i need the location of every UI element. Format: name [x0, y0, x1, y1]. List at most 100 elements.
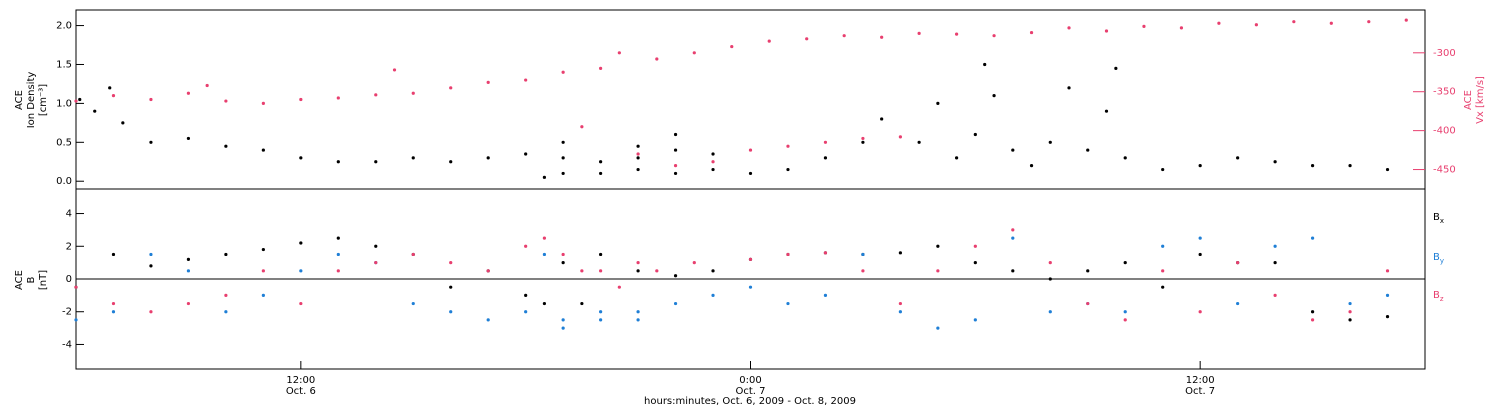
point-ion-density — [673, 148, 678, 152]
point-vx — [449, 86, 453, 90]
x-tick-time-label: 12:00 — [286, 375, 315, 386]
point-by — [599, 318, 603, 322]
point-ion-density — [1048, 140, 1052, 144]
point-bx — [636, 269, 640, 273]
point-ion-density — [561, 140, 565, 144]
point-bz — [1123, 318, 1127, 322]
point-vx — [336, 96, 340, 100]
point-bz — [1385, 269, 1390, 273]
point-ion-density — [224, 144, 228, 148]
point-vx — [1142, 24, 1146, 28]
x-tick-day-label: Oct. 7 — [1185, 386, 1215, 397]
point-by — [74, 318, 78, 322]
point-bx — [1310, 310, 1315, 314]
point-bz — [1161, 269, 1165, 273]
b-label-line1: ACE — [14, 270, 25, 290]
point-vx — [730, 44, 734, 49]
point-vx — [823, 140, 828, 144]
point-by — [711, 293, 715, 297]
point-by — [336, 252, 340, 257]
point-bz — [580, 269, 584, 273]
point-ion-density — [1273, 160, 1277, 164]
top-y-axis-title: ACE Ion Density [cm⁻³] — [14, 72, 49, 129]
point-bz — [636, 261, 640, 265]
point-bz — [973, 244, 977, 248]
point-bx — [561, 261, 565, 265]
point-by — [786, 301, 790, 306]
point-vx — [1404, 18, 1408, 22]
point-bx — [673, 274, 678, 278]
point-vx — [1067, 26, 1071, 30]
point-bz — [374, 261, 378, 265]
point-ion-density — [636, 167, 640, 172]
point-bz — [748, 257, 753, 261]
point-bx — [1198, 252, 1202, 257]
point-bz — [1048, 261, 1052, 265]
point-bx — [580, 301, 584, 306]
point-vx — [1104, 29, 1109, 33]
point-vx — [74, 99, 78, 103]
point-vx — [636, 152, 640, 156]
top-y2-tick-label: -400 — [1433, 126, 1456, 137]
point-bz — [74, 285, 78, 289]
point-vx — [1292, 20, 1296, 24]
top-axes: 0.0 0.5 1.0 1.5 2.0 -300 -350 -400 -450 — [56, 21, 1456, 188]
point-ion-density — [411, 156, 415, 160]
point-vx — [898, 135, 902, 139]
point-by — [1011, 236, 1015, 240]
point-by — [542, 252, 547, 257]
point-by — [224, 310, 228, 314]
point-bx — [1273, 261, 1277, 265]
b-label-line2: B — [26, 276, 37, 283]
point-bz — [1198, 310, 1202, 314]
point-ion-density — [336, 160, 340, 164]
point-ion-density — [1029, 164, 1034, 168]
point-by — [1310, 236, 1315, 240]
point-bx — [449, 285, 453, 289]
point-vx — [374, 93, 378, 97]
point-by — [299, 269, 303, 273]
point-ion-density — [261, 148, 265, 152]
top-y2-tick-label: -450 — [1433, 165, 1456, 176]
point-vx — [186, 91, 191, 95]
point-ion-density — [1198, 164, 1202, 168]
point-ion-density — [823, 156, 828, 160]
point-by — [973, 318, 977, 322]
point-by — [186, 269, 191, 273]
point-by — [636, 310, 640, 314]
point-ion-density — [983, 62, 987, 67]
x-tick-time-label: 12:00 — [1186, 375, 1215, 386]
point-ion-density — [954, 156, 959, 160]
point-bz — [1236, 261, 1240, 265]
point-ion-density — [1161, 167, 1165, 172]
point-by — [1385, 293, 1390, 297]
legend-sub: z — [1440, 295, 1444, 303]
point-vx — [880, 35, 884, 39]
bottom-y-tick-label: 2 — [66, 241, 72, 252]
point-bx — [336, 236, 340, 240]
point-vx — [1217, 21, 1221, 25]
point-bz — [861, 269, 865, 273]
point-bz — [524, 244, 528, 248]
point-ion-density — [636, 156, 640, 160]
legend-sub: y — [1440, 257, 1444, 265]
point-by — [1348, 301, 1352, 306]
bottom-axes: 4 2 0 -2 -4 — [62, 209, 1425, 350]
point-ion-density — [524, 152, 528, 156]
point-bz — [111, 301, 116, 306]
point-vx — [1029, 30, 1034, 35]
point-vx — [299, 97, 303, 102]
point-vx — [748, 148, 753, 152]
point-vx — [392, 68, 397, 72]
point-vx — [205, 83, 209, 88]
point-vx — [954, 32, 959, 36]
point-ion-density — [786, 167, 790, 172]
point-by — [1273, 244, 1277, 248]
x-tick-day-label: Oct. 6 — [286, 386, 316, 397]
point-ion-density — [1086, 148, 1090, 152]
b-label-line3: [nT] — [38, 270, 49, 290]
point-vx — [673, 164, 678, 168]
point-ion-density — [1348, 164, 1352, 168]
point-bz — [224, 293, 228, 297]
point-bx — [299, 241, 303, 245]
